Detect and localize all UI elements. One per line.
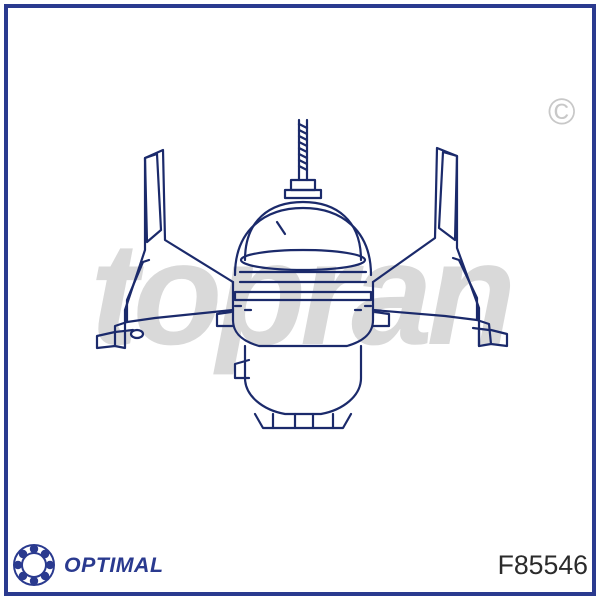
left-bracket [97, 150, 233, 348]
brand-name: OPTIMAL [64, 553, 163, 578]
mount-body [217, 282, 389, 346]
threaded-stud [285, 120, 321, 198]
part-number: F85546 [498, 550, 588, 581]
surface-detail [277, 222, 285, 234]
part-line-drawing [85, 110, 515, 460]
mount-base [235, 346, 361, 428]
brand-logo: OPTIMAL [12, 543, 163, 587]
bearing-icon [12, 543, 56, 587]
right-bracket [373, 148, 507, 346]
copyright-symbol: © [548, 90, 576, 133]
mount-dome [235, 202, 371, 282]
footer-bar: OPTIMAL F85546 [0, 530, 600, 600]
